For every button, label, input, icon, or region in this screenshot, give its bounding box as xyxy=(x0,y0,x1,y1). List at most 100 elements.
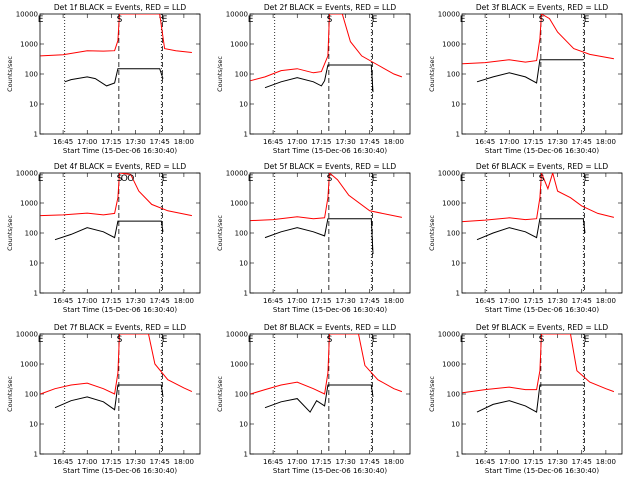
x-tick-label: 17:00 xyxy=(499,138,519,146)
x-tick-label: 18:00 xyxy=(596,458,616,466)
y-axis-label: Counts/sec xyxy=(428,376,436,412)
time-marker: S xyxy=(539,335,545,345)
y-tick-label: 10000 xyxy=(226,331,248,339)
x-tick-label: 17:15 xyxy=(311,138,331,146)
x-tick-label: 17:45 xyxy=(360,458,380,466)
y-tick-label: 10000 xyxy=(16,331,38,339)
x-tick-label: 18:00 xyxy=(384,458,404,466)
panel-det-1: Det 1f BLACK = Events, RED = LLD 1 10 100 10… xyxy=(6,3,201,155)
x-tick-label: 17:15 xyxy=(523,138,543,146)
x-tick-label: 18:00 xyxy=(384,138,404,146)
y-axis-label: Counts/sec xyxy=(428,215,436,251)
y-tick-label: 1000 xyxy=(20,200,38,208)
time-marker: E xyxy=(460,174,466,184)
x-tick-label: 17:45 xyxy=(360,138,380,146)
x-tick-label: 17:15 xyxy=(311,297,331,305)
y-tick-label: 1000 xyxy=(230,361,248,369)
x-tick-label: 17:00 xyxy=(287,458,307,466)
x-tick-label: 16:45 xyxy=(53,138,73,146)
x-tick-label: 17:30 xyxy=(547,138,567,146)
series-lld-line xyxy=(40,173,192,217)
x-tick-label: 17:00 xyxy=(77,458,97,466)
y-tick-label: 100 xyxy=(447,391,460,399)
x-tick-label: 16:45 xyxy=(263,297,283,305)
x-tick-label: 17:00 xyxy=(77,297,97,305)
y-tick-label: 1 xyxy=(34,451,38,459)
panel-det-2: Det 2f BLACK = Events, RED = LLD 1 10 100 10… xyxy=(216,3,411,155)
series-events-line xyxy=(54,384,164,411)
x-tick-label: 16:45 xyxy=(263,138,283,146)
time-marker: S xyxy=(327,335,333,345)
series-events-line xyxy=(264,384,374,413)
x-tick-label: 17:30 xyxy=(547,297,567,305)
time-marker: E xyxy=(248,174,254,184)
x-tick-label: 16:45 xyxy=(263,458,283,466)
x-axis-label: Start Time (15-Dec-06 16:30:40) xyxy=(63,147,177,155)
time-marker: E xyxy=(584,335,590,345)
y-tick-label: 10 xyxy=(451,260,460,268)
time-marker: S xyxy=(117,174,123,184)
time-marker: E xyxy=(38,174,44,184)
panel-title: Det 8f BLACK = Events, RED = LLD xyxy=(264,323,397,332)
y-tick-label: 1 xyxy=(456,451,460,459)
series-lld-line xyxy=(250,173,403,222)
panel-det-8: Det 8f BLACK = Events, RED = LLD 1 10 100 10… xyxy=(216,323,411,475)
time-marker: E xyxy=(584,15,590,25)
panel-det-6: Det 6f BLACK = Events, RED = LLD 1 10 100 10… xyxy=(428,162,623,314)
x-axis-label: Start Time (15-Dec-06 16:30:40) xyxy=(63,306,177,314)
x-tick-label: 17:00 xyxy=(499,297,519,305)
x-axis-label: Start Time (15-Dec-06 16:30:40) xyxy=(63,467,177,475)
x-tick-label: 17:45 xyxy=(360,297,380,305)
series-events-line xyxy=(476,218,586,241)
time-marker: E xyxy=(162,15,168,25)
x-tick-label: 17:15 xyxy=(101,458,121,466)
plot-frame xyxy=(461,172,623,294)
series-events-line xyxy=(476,384,584,413)
y-tick-label: 10 xyxy=(239,260,248,268)
time-marker: E xyxy=(248,15,254,25)
plot-frame xyxy=(39,333,201,455)
x-tick-label: 18:00 xyxy=(596,297,616,305)
x-tick-label: 17:15 xyxy=(101,138,121,146)
x-tick-label: 17:15 xyxy=(523,297,543,305)
x-tick-label: 17:00 xyxy=(77,138,97,146)
series-events-line xyxy=(64,68,164,87)
y-tick-label: 1 xyxy=(456,131,460,139)
x-axis-label: Start Time (15-Dec-06 16:30:40) xyxy=(273,306,387,314)
x-tick-label: 16:45 xyxy=(53,458,73,466)
y-axis-label: Counts/sec xyxy=(6,56,14,92)
series-lld-line xyxy=(250,334,403,395)
series-lld-line xyxy=(462,173,615,223)
x-tick-label: 18:00 xyxy=(596,138,616,146)
x-tick-label: 16:45 xyxy=(475,458,495,466)
y-tick-label: 100 xyxy=(235,230,248,238)
panel-det-7: Det 7f BLACK = Events, RED = LLD 1 10 100 10… xyxy=(6,323,201,475)
y-tick-label: 10 xyxy=(451,421,460,429)
x-tick-label: 17:30 xyxy=(547,458,567,466)
y-tick-label: 10 xyxy=(239,421,248,429)
y-tick-label: 10000 xyxy=(16,11,38,19)
y-tick-label: 10 xyxy=(239,101,248,109)
plot-frame xyxy=(39,13,201,135)
plot-frame xyxy=(249,172,411,294)
x-tick-label: 17:00 xyxy=(287,297,307,305)
y-tick-label: 10 xyxy=(29,260,38,268)
y-tick-label: 100 xyxy=(25,71,38,79)
y-tick-label: 1 xyxy=(34,131,38,139)
y-tick-label: 100 xyxy=(447,71,460,79)
y-tick-label: 10 xyxy=(29,421,38,429)
x-tick-label: 17:30 xyxy=(125,297,145,305)
series-events-line xyxy=(476,59,584,84)
y-axis-label: Counts/sec xyxy=(216,215,224,251)
series-events-line xyxy=(264,218,374,255)
plot-frame xyxy=(461,333,623,455)
panel-det-4: Det 4f BLACK = Events, RED = LLD 1 10 100 10… xyxy=(6,162,201,314)
time-marker: O xyxy=(121,174,128,184)
x-tick-label: 17:15 xyxy=(311,458,331,466)
time-marker: E xyxy=(372,335,378,345)
y-tick-label: 1000 xyxy=(442,41,460,49)
x-tick-label: 16:45 xyxy=(53,297,73,305)
x-tick-label: 18:00 xyxy=(174,297,194,305)
y-tick-label: 1 xyxy=(244,290,248,298)
